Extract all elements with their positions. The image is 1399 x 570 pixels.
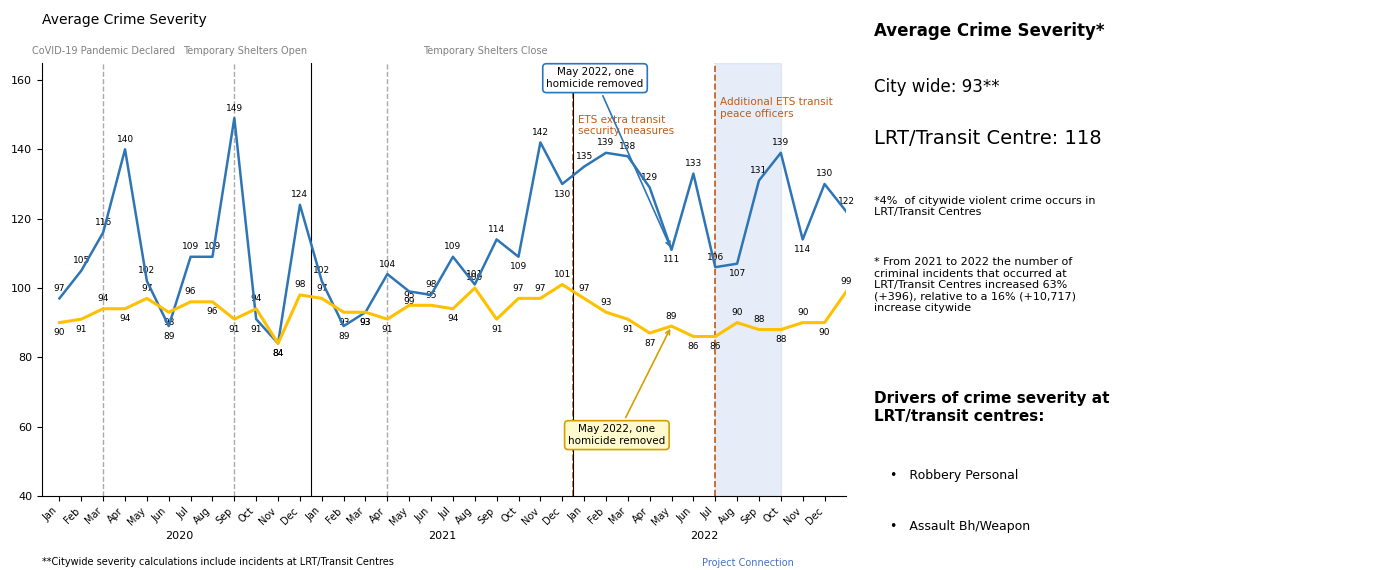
Text: 97: 97	[53, 284, 66, 293]
Text: * From 2021 to 2022 the number of
criminal incidents that occurred at
LRT/Transi: * From 2021 to 2022 the number of crimin…	[874, 257, 1076, 314]
Text: Average Crime Severity*: Average Crime Severity*	[874, 22, 1105, 40]
Text: 90: 90	[818, 328, 830, 337]
Bar	[715, 63, 781, 496]
Text: 90: 90	[53, 328, 66, 337]
Text: 94: 94	[448, 314, 459, 323]
Text: 91: 91	[491, 325, 502, 333]
Text: 88: 88	[753, 315, 765, 324]
Text: ETS extra transit
security measures: ETS extra transit security measures	[578, 115, 674, 136]
Text: 97: 97	[534, 284, 546, 293]
Text: •   Robbery Personal: • Robbery Personal	[890, 469, 1018, 482]
Text: 99: 99	[841, 277, 852, 286]
Text: 94: 94	[98, 294, 109, 303]
Text: 109: 109	[445, 242, 462, 251]
Text: CoVID-19 Pandemic Declared: CoVID-19 Pandemic Declared	[32, 46, 175, 56]
Text: 130: 130	[554, 190, 571, 198]
Text: 149: 149	[225, 104, 243, 113]
Text: 116: 116	[95, 218, 112, 227]
Text: 91: 91	[250, 325, 262, 333]
Text: 142: 142	[532, 128, 548, 137]
Text: 109: 109	[182, 242, 199, 251]
Text: 97: 97	[316, 284, 327, 293]
Text: 89: 89	[666, 312, 677, 320]
Text: 84: 84	[273, 349, 284, 358]
Text: May 2022, one
homicide removed: May 2022, one homicide removed	[568, 330, 670, 446]
Text: 97: 97	[141, 284, 152, 293]
Text: 95: 95	[403, 291, 416, 300]
Text: 84: 84	[273, 349, 284, 358]
Text: 129: 129	[641, 173, 658, 182]
Text: 102: 102	[313, 267, 330, 275]
Text: 86: 86	[688, 342, 700, 351]
Text: 135: 135	[575, 152, 593, 161]
Text: Average Crime Severity: Average Crime Severity	[42, 13, 207, 27]
Text: 104: 104	[379, 259, 396, 268]
Text: •   Assault Bh/Weapon: • Assault Bh/Weapon	[890, 520, 1030, 532]
Text: 2022: 2022	[690, 531, 719, 540]
Text: 91: 91	[76, 325, 87, 333]
Text: 102: 102	[139, 267, 155, 275]
Text: 2020: 2020	[165, 531, 194, 540]
Text: Temporary Shelters Open: Temporary Shelters Open	[183, 46, 308, 56]
Text: 89: 89	[164, 332, 175, 341]
Text: 93: 93	[164, 318, 175, 327]
Text: 90: 90	[732, 308, 743, 317]
Text: 106: 106	[706, 253, 723, 262]
Text: 86: 86	[709, 342, 720, 351]
Text: 93: 93	[360, 318, 371, 327]
Text: 140: 140	[116, 135, 133, 144]
Text: 133: 133	[684, 159, 702, 168]
Text: Temporary Shelters Close: Temporary Shelters Close	[424, 46, 548, 56]
Text: 93: 93	[339, 318, 350, 327]
Text: 94: 94	[119, 314, 130, 323]
Text: Additional ETS transit
peace officers: Additional ETS transit peace officers	[719, 97, 832, 119]
Text: 96: 96	[185, 287, 196, 296]
Text: 96: 96	[207, 307, 218, 316]
Text: 97: 97	[513, 284, 525, 293]
Text: May 2022, one
homicide removed: May 2022, one homicide removed	[547, 67, 670, 246]
Text: 122: 122	[838, 197, 855, 206]
Text: 98: 98	[425, 280, 436, 290]
Text: 109: 109	[509, 262, 527, 271]
Text: 107: 107	[729, 269, 746, 278]
Text: 114: 114	[488, 225, 505, 234]
Text: 131: 131	[750, 166, 768, 175]
Text: 91: 91	[623, 325, 634, 333]
Text: 130: 130	[816, 169, 834, 178]
Text: 101: 101	[554, 270, 571, 279]
Text: 91: 91	[382, 325, 393, 333]
Text: 91: 91	[228, 325, 241, 333]
Text: 114: 114	[795, 245, 811, 254]
Text: *4%  of citywide violent crime occurs in
LRT/Transit Centres: *4% of citywide violent crime occurs in …	[874, 196, 1095, 217]
Text: 111: 111	[663, 255, 680, 264]
Text: 98: 98	[294, 280, 305, 290]
Text: 97: 97	[578, 284, 590, 293]
Text: 138: 138	[620, 142, 637, 150]
Text: 139: 139	[772, 139, 789, 147]
Text: 99: 99	[403, 297, 416, 306]
Text: 89: 89	[339, 332, 350, 341]
Text: LRT/Transit Centre: 118: LRT/Transit Centre: 118	[874, 129, 1102, 148]
Text: 90: 90	[797, 308, 809, 317]
Text: 88: 88	[775, 335, 786, 344]
Text: 100: 100	[466, 274, 484, 282]
Text: Drivers of crime severity at
LRT/transit centres:: Drivers of crime severity at LRT/transit…	[874, 391, 1109, 424]
Text: 94: 94	[250, 294, 262, 303]
Text: 109: 109	[204, 242, 221, 251]
Text: 105: 105	[73, 256, 90, 265]
Text: City wide: 93**: City wide: 93**	[874, 78, 1000, 96]
Text: Project Connection
(Jun to Sept): Project Connection (Jun to Sept)	[702, 558, 795, 570]
Text: 2021: 2021	[428, 531, 456, 540]
Text: 93: 93	[360, 318, 371, 327]
Text: 101: 101	[466, 270, 484, 279]
Text: 87: 87	[644, 339, 655, 348]
Text: 124: 124	[291, 190, 308, 200]
Text: 95: 95	[425, 291, 436, 300]
Text: 93: 93	[600, 298, 611, 307]
Text: 139: 139	[597, 139, 614, 147]
Text: **Citywide severity calculations include incidents at LRT/Transit Centres: **Citywide severity calculations include…	[42, 557, 395, 567]
